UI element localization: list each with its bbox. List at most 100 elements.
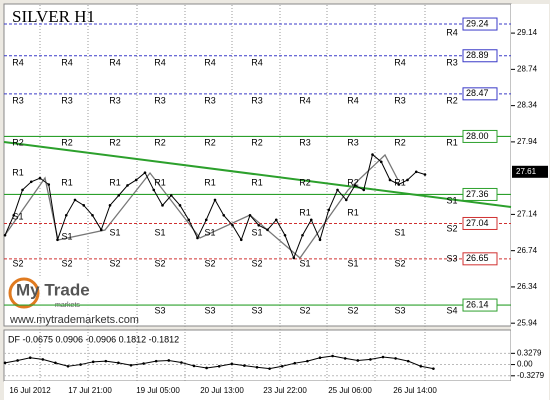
pivot-label: R4: [394, 57, 406, 67]
point: [283, 233, 287, 237]
x-tick-label: 23 Jul 22:00: [263, 386, 307, 395]
pivot-label: R1: [299, 207, 311, 217]
point: [82, 204, 86, 207]
point: [73, 198, 77, 202]
pivot-label: R4: [154, 57, 166, 67]
point: [381, 355, 385, 359]
x-tick-label: 17 Jul 21:00: [68, 386, 112, 395]
pivot-label: R4: [446, 27, 458, 37]
pivot-label: R3: [154, 95, 166, 105]
pivot-label: R1: [394, 177, 406, 187]
point: [268, 367, 271, 370]
point: [369, 358, 372, 361]
point: [54, 361, 57, 365]
website: www.mytrademarkets.com: [9, 314, 139, 326]
pivot-label: S1: [446, 195, 457, 205]
point: [301, 233, 304, 237]
point: [38, 176, 42, 180]
pivot-label: S3: [204, 305, 215, 315]
price-axis: [511, 4, 549, 381]
point: [327, 208, 331, 212]
y-tick-label: 25.94: [517, 318, 538, 327]
pivot-label: R3: [446, 57, 458, 67]
point: [3, 361, 7, 365]
level-label: 27.04: [466, 218, 489, 228]
pivot-label: R4: [61, 57, 73, 67]
point: [142, 362, 145, 365]
x-tick-label: 26 Jul 14:00: [393, 386, 437, 395]
point: [180, 361, 183, 364]
pivot-label: R3: [299, 137, 311, 147]
pivot-label: S1: [109, 227, 120, 237]
point: [397, 183, 401, 186]
trend-line: [3, 141, 512, 208]
pivot-label: R2: [299, 177, 311, 187]
x-tick-label: 20 Jul 13:00: [200, 386, 244, 395]
point: [306, 359, 309, 363]
level-label: 28.00: [466, 131, 489, 141]
pivot-label: R2: [251, 137, 263, 147]
y-tick-label: 0.00: [517, 360, 533, 369]
chart-title: SILVER H1: [12, 7, 95, 26]
level-box: [462, 49, 498, 63]
pivot-label: R1: [61, 177, 73, 187]
point: [356, 359, 360, 362]
point: [134, 178, 138, 182]
pivot-label: S4: [446, 305, 457, 315]
point: [91, 214, 94, 217]
level-box: [462, 17, 498, 31]
pivot-label: S3: [394, 305, 405, 315]
point: [28, 356, 32, 360]
y-tick-label: 27.94: [517, 137, 538, 146]
y-tick-label: 26.74: [517, 246, 538, 255]
point: [257, 223, 261, 227]
pivot-label: R2: [12, 137, 24, 147]
point: [394, 357, 397, 360]
point: [292, 256, 296, 260]
pivot-label: S2: [251, 258, 262, 268]
pivot-label: R3: [204, 95, 216, 105]
y-tick-label: 27.14: [517, 210, 538, 219]
level-label: 26.65: [466, 253, 489, 263]
point: [196, 236, 199, 240]
pivot-label: R4: [109, 57, 121, 67]
point: [108, 204, 112, 207]
point: [167, 359, 171, 362]
level-label: 28.47: [466, 88, 489, 98]
point: [318, 238, 322, 242]
level-box: [462, 298, 498, 312]
point: [178, 204, 182, 207]
pivot-label: S1: [299, 258, 310, 268]
point: [205, 366, 208, 370]
point: [56, 238, 59, 242]
point: [79, 363, 82, 366]
pivot-label: R2: [154, 137, 166, 147]
pivot-label: R4: [12, 57, 24, 67]
point: [406, 178, 409, 182]
point: [29, 180, 33, 184]
point: [104, 359, 108, 363]
point: [432, 367, 435, 370]
point: [204, 218, 208, 222]
point: [255, 366, 259, 369]
pivot-label: R2: [446, 95, 458, 105]
pivot-label: S2: [394, 258, 405, 268]
time-axis: [4, 381, 549, 400]
point: [318, 356, 322, 360]
point: [231, 223, 234, 227]
pivot-label: S2: [154, 258, 165, 268]
point: [266, 228, 269, 232]
point: [154, 359, 158, 363]
level-label: 28.89: [466, 50, 489, 60]
point: [343, 357, 347, 360]
level-box: [462, 252, 498, 266]
level-label: 27.36: [466, 189, 489, 199]
point: [419, 364, 423, 368]
y-tick-label: 29.14: [517, 28, 538, 37]
pivot-label: S3: [154, 305, 165, 315]
point: [16, 359, 19, 362]
pivot-label: S1: [251, 227, 262, 237]
y-tick-label: 0.3279: [517, 348, 542, 357]
point: [99, 228, 103, 232]
